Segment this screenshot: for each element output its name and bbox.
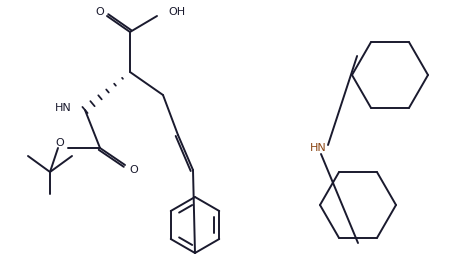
Text: HN: HN: [55, 103, 72, 113]
Text: O: O: [130, 165, 138, 175]
Text: OH: OH: [168, 7, 185, 17]
Text: O: O: [96, 7, 105, 17]
Text: O: O: [56, 138, 65, 148]
Text: HN: HN: [309, 143, 326, 153]
